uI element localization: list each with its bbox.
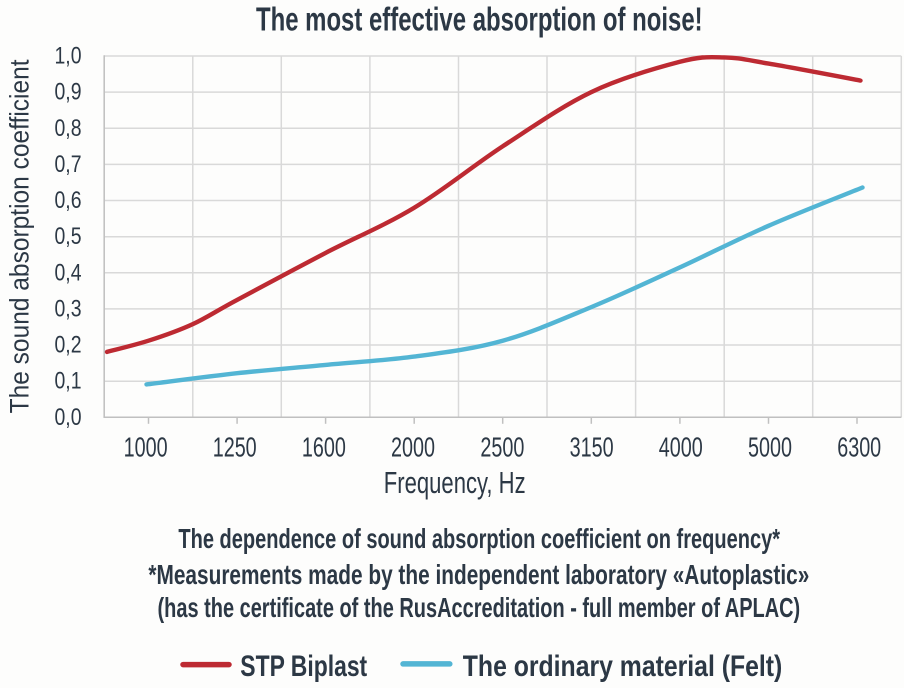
svg-text:1,0: 1,0 [55, 43, 82, 70]
svg-text:0,8: 0,8 [55, 115, 82, 142]
svg-text:0,3: 0,3 [55, 295, 82, 322]
svg-text:0,0: 0,0 [55, 404, 82, 431]
svg-text:The sound absorption coefficie: The sound absorption coefficient [4, 59, 34, 413]
svg-text:4000: 4000 [659, 431, 703, 462]
svg-text:The dependence of sound absorp: The dependence of sound absorption coeff… [178, 523, 780, 554]
svg-text:(has the certificate of the Ru: (has the certificate of the RusAccredita… [158, 592, 801, 623]
svg-text:0,1: 0,1 [55, 368, 82, 395]
svg-text:Frequency, Hz: Frequency, Hz [384, 466, 526, 500]
svg-text:1600: 1600 [302, 431, 346, 462]
svg-text:*Measurements made by the inde: *Measurements made by the independent la… [148, 559, 809, 590]
svg-text:0,2: 0,2 [55, 332, 82, 359]
svg-text:The most effective absorption: The most effective absorption of noise! [256, 0, 703, 37]
svg-text:0,7: 0,7 [55, 151, 82, 178]
svg-text:0,5: 0,5 [55, 223, 82, 250]
svg-text:STP Biplast: STP Biplast [240, 650, 367, 683]
svg-text:2000: 2000 [391, 431, 435, 462]
svg-text:0,4: 0,4 [55, 259, 82, 286]
svg-text:5000: 5000 [748, 431, 792, 462]
svg-text:3150: 3150 [570, 431, 614, 462]
svg-text:6300: 6300 [837, 431, 881, 462]
svg-text:1000: 1000 [124, 431, 168, 462]
svg-text:0,9: 0,9 [55, 79, 82, 106]
svg-text:2500: 2500 [480, 431, 524, 462]
svg-text:1250: 1250 [213, 431, 257, 462]
svg-text:0,6: 0,6 [55, 187, 82, 214]
svg-text:The ordinary material (Felt): The ordinary material (Felt) [463, 650, 783, 683]
